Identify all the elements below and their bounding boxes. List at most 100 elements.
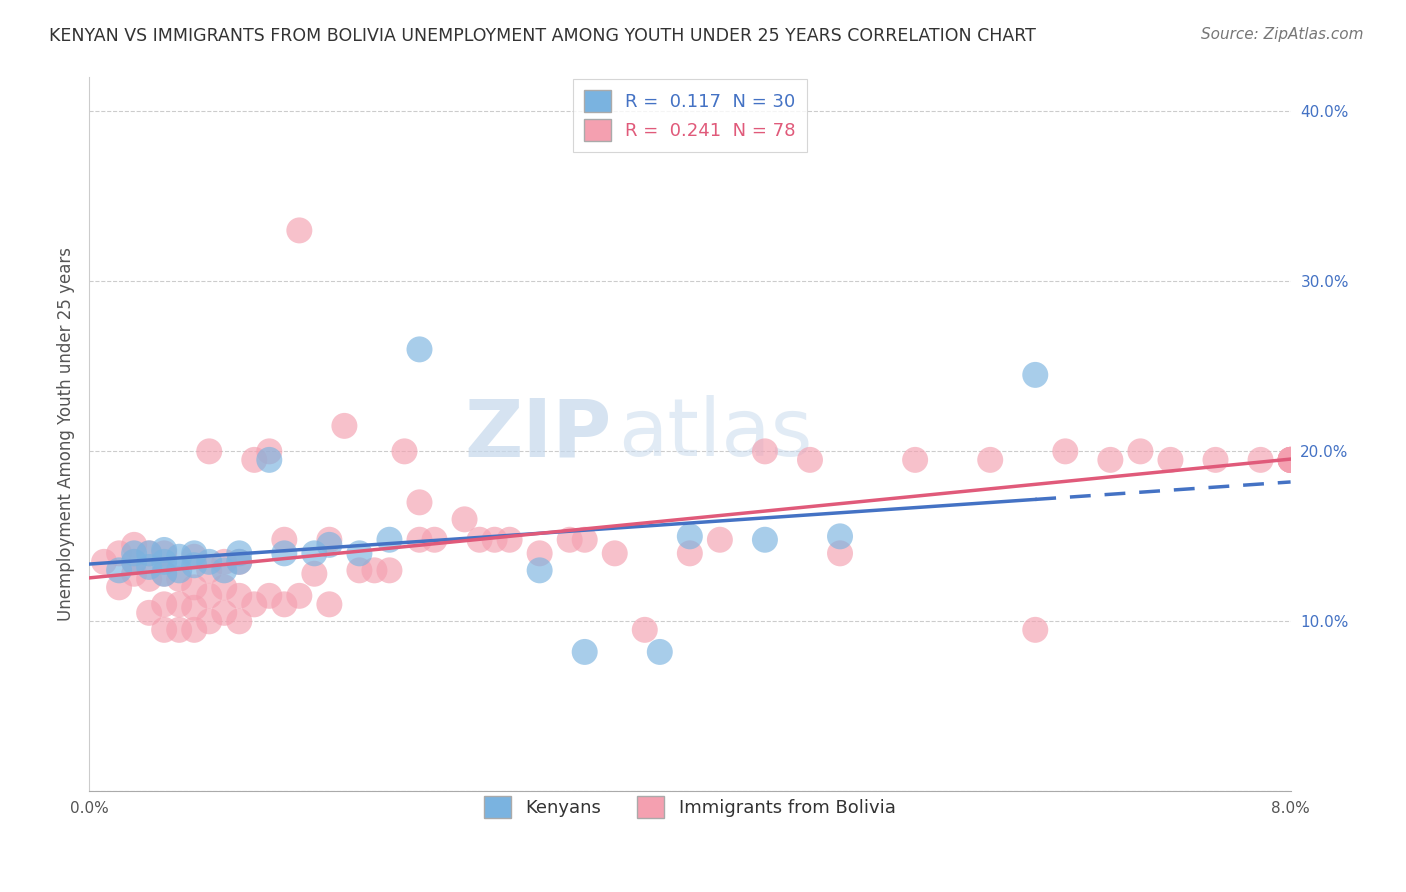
Point — [529, 546, 551, 560]
Point — [108, 563, 131, 577]
Point — [212, 555, 235, 569]
Point — [198, 444, 221, 458]
Point — [122, 555, 145, 569]
Point — [212, 563, 235, 577]
Point — [243, 598, 266, 612]
Point — [754, 533, 776, 547]
Point — [408, 343, 430, 357]
Y-axis label: Unemployment Among Youth under 25 years: Unemployment Among Youth under 25 years — [58, 247, 75, 622]
Point — [828, 546, 851, 560]
Point — [318, 533, 340, 547]
Point — [138, 546, 160, 560]
Point — [198, 615, 221, 629]
Point — [183, 600, 205, 615]
Point — [498, 533, 520, 547]
Point — [153, 566, 176, 581]
Point — [108, 546, 131, 560]
Point — [574, 533, 596, 547]
Point — [349, 546, 371, 560]
Point — [259, 589, 281, 603]
Point — [167, 598, 190, 612]
Point — [408, 533, 430, 547]
Text: Source: ZipAtlas.com: Source: ZipAtlas.com — [1201, 27, 1364, 42]
Point — [634, 623, 657, 637]
Point — [243, 453, 266, 467]
Point — [153, 623, 176, 637]
Point — [529, 563, 551, 577]
Point — [1159, 453, 1181, 467]
Point — [304, 566, 326, 581]
Point — [167, 563, 190, 577]
Point — [1054, 444, 1077, 458]
Point — [153, 546, 176, 560]
Point — [198, 589, 221, 603]
Point — [228, 555, 250, 569]
Point — [378, 563, 401, 577]
Point — [1205, 453, 1227, 467]
Text: KENYAN VS IMMIGRANTS FROM BOLIVIA UNEMPLOYMENT AMONG YOUTH UNDER 25 YEARS CORREL: KENYAN VS IMMIGRANTS FROM BOLIVIA UNEMPL… — [49, 27, 1036, 45]
Point — [394, 444, 416, 458]
Point — [648, 645, 671, 659]
Point — [183, 558, 205, 573]
Point — [679, 529, 702, 543]
Point — [408, 495, 430, 509]
Point — [183, 580, 205, 594]
Point — [679, 546, 702, 560]
Point — [138, 546, 160, 560]
Point — [484, 533, 506, 547]
Point — [378, 533, 401, 547]
Point — [138, 572, 160, 586]
Legend: Kenyans, Immigrants from Bolivia: Kenyans, Immigrants from Bolivia — [477, 789, 903, 825]
Point — [273, 546, 295, 560]
Point — [468, 533, 491, 547]
Point — [333, 418, 356, 433]
Point — [273, 598, 295, 612]
Point — [574, 645, 596, 659]
Point — [212, 606, 235, 620]
Point — [153, 566, 176, 581]
Point — [828, 529, 851, 543]
Point — [167, 549, 190, 564]
Point — [349, 563, 371, 577]
Point — [212, 580, 235, 594]
Point — [363, 563, 385, 577]
Point — [228, 546, 250, 560]
Point — [1279, 453, 1302, 467]
Point — [93, 555, 115, 569]
Point — [1024, 623, 1046, 637]
Point — [122, 546, 145, 560]
Point — [259, 453, 281, 467]
Point — [1099, 453, 1122, 467]
Point — [228, 615, 250, 629]
Text: ZIP: ZIP — [464, 395, 612, 474]
Point — [288, 589, 311, 603]
Point — [453, 512, 475, 526]
Point — [979, 453, 1001, 467]
Point — [1279, 453, 1302, 467]
Point — [304, 546, 326, 560]
Point — [1279, 453, 1302, 467]
Point — [122, 555, 145, 569]
Point — [709, 533, 731, 547]
Point — [122, 566, 145, 581]
Point — [183, 546, 205, 560]
Text: atlas: atlas — [617, 395, 813, 474]
Point — [1250, 453, 1272, 467]
Point — [228, 555, 250, 569]
Point — [904, 453, 927, 467]
Point — [273, 533, 295, 547]
Point — [153, 555, 176, 569]
Point — [167, 572, 190, 586]
Point — [318, 598, 340, 612]
Point — [1279, 453, 1302, 467]
Point — [1024, 368, 1046, 382]
Point — [167, 623, 190, 637]
Point — [183, 623, 205, 637]
Point — [122, 538, 145, 552]
Point — [318, 538, 340, 552]
Point — [198, 563, 221, 577]
Point — [288, 223, 311, 237]
Point — [754, 444, 776, 458]
Point — [1279, 453, 1302, 467]
Point — [198, 555, 221, 569]
